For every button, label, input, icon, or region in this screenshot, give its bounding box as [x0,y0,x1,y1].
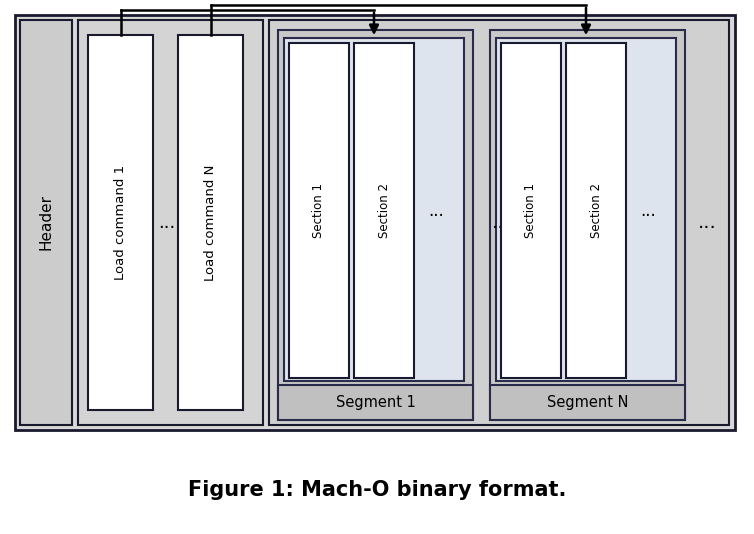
Text: Segment N: Segment N [547,395,628,410]
Bar [278,385,473,420]
Bar [178,35,243,410]
Bar [289,43,349,378]
Text: ...: ... [428,201,444,219]
Text: ...: ... [640,201,656,219]
Bar [88,35,153,410]
Bar [15,15,735,430]
Bar [496,38,676,381]
Text: Section 2: Section 2 [378,183,391,238]
Bar [566,43,626,378]
Text: ...: ... [697,213,716,232]
Text: ...: ... [158,214,176,232]
Text: Section 2: Section 2 [590,183,602,238]
Bar [501,43,561,378]
Bar [78,20,263,425]
Text: Section 1: Section 1 [312,183,326,238]
Bar [278,30,473,420]
Text: Header: Header [38,194,54,250]
Text: Load command N: Load command N [204,164,217,281]
Bar [490,385,685,420]
Text: Segment 1: Segment 1 [336,395,415,410]
Text: Load command 1: Load command 1 [114,165,127,280]
Bar [20,20,72,425]
Bar [269,20,729,425]
Bar [490,30,685,420]
Text: Section 1: Section 1 [525,183,538,238]
Bar [284,38,464,381]
Bar [354,43,414,378]
Text: Figure 1: Mach-O binary format.: Figure 1: Mach-O binary format. [188,480,566,500]
Text: ...: ... [492,213,510,232]
